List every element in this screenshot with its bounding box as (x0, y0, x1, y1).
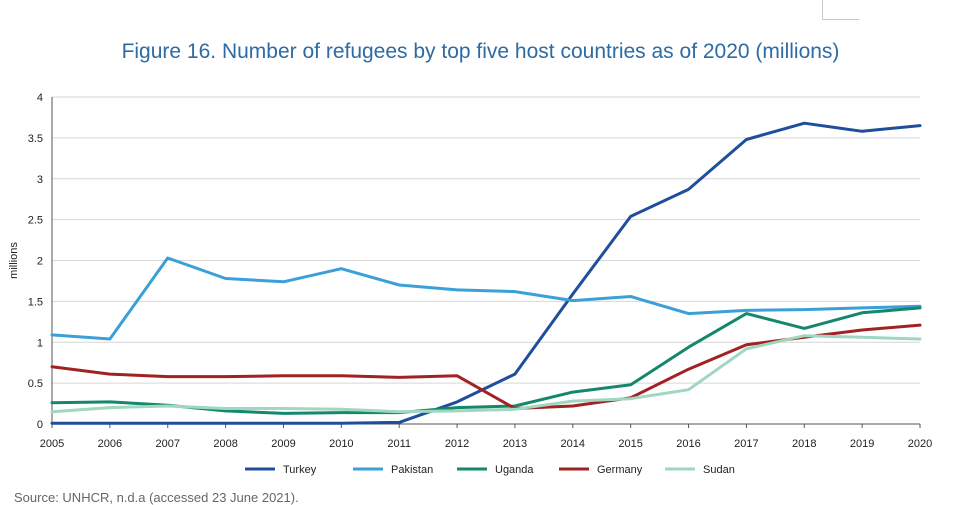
legend-label: Pakistan (391, 464, 433, 476)
series-line-pakistan (50, 256, 922, 341)
x-tick-label: 2014 (561, 438, 585, 450)
source-note: Source: UNHCR, n.d.a (accessed 23 June 2… (14, 490, 299, 505)
legend-label: Germany (597, 464, 643, 476)
legend-label: Turkey (283, 464, 317, 476)
legend-label: Sudan (703, 464, 735, 476)
x-tick-label: 2011 (387, 438, 411, 450)
series-line-uganda (50, 306, 922, 415)
corner-frame-fragment (822, 0, 859, 20)
x-tick-label: 2007 (155, 438, 179, 450)
y-tick-label: 0.5 (28, 378, 43, 390)
x-tick-label: 2020 (908, 438, 932, 450)
x-tick-label: 2006 (98, 438, 122, 450)
x-tick-label: 2005 (40, 438, 64, 450)
y-tick-label: 2 (37, 256, 43, 268)
y-tick-label: 2.5 (28, 215, 43, 227)
y-tick-label: 3.5 (28, 133, 43, 145)
chart-title: Figure 16. Number of refugees by top fiv… (121, 40, 840, 63)
y-tick-label: 0 (37, 419, 43, 431)
x-tick-label: 2018 (792, 438, 816, 450)
x-tick-label: 2012 (445, 438, 469, 450)
x-tick-label: 2009 (271, 438, 295, 450)
x-tick-label: 2016 (676, 438, 700, 450)
y-tick-label: 3 (37, 174, 43, 186)
series-line-sudan (50, 334, 922, 414)
y-axis-title: millions (8, 242, 20, 279)
legend-label: Uganda (495, 464, 534, 476)
x-tick-label: 2010 (329, 438, 353, 450)
y-tick-label: 1 (37, 337, 43, 349)
y-tick-label: 4 (37, 92, 43, 104)
x-tick-label: 2019 (850, 438, 874, 450)
series-line-turkey (50, 121, 922, 425)
x-tick-label: 2008 (213, 438, 237, 450)
x-tick-label: 2015 (618, 438, 642, 450)
y-tick-label: 1.5 (28, 296, 43, 308)
x-tick-label: 2013 (503, 438, 527, 450)
x-tick-label: 2017 (734, 438, 758, 450)
